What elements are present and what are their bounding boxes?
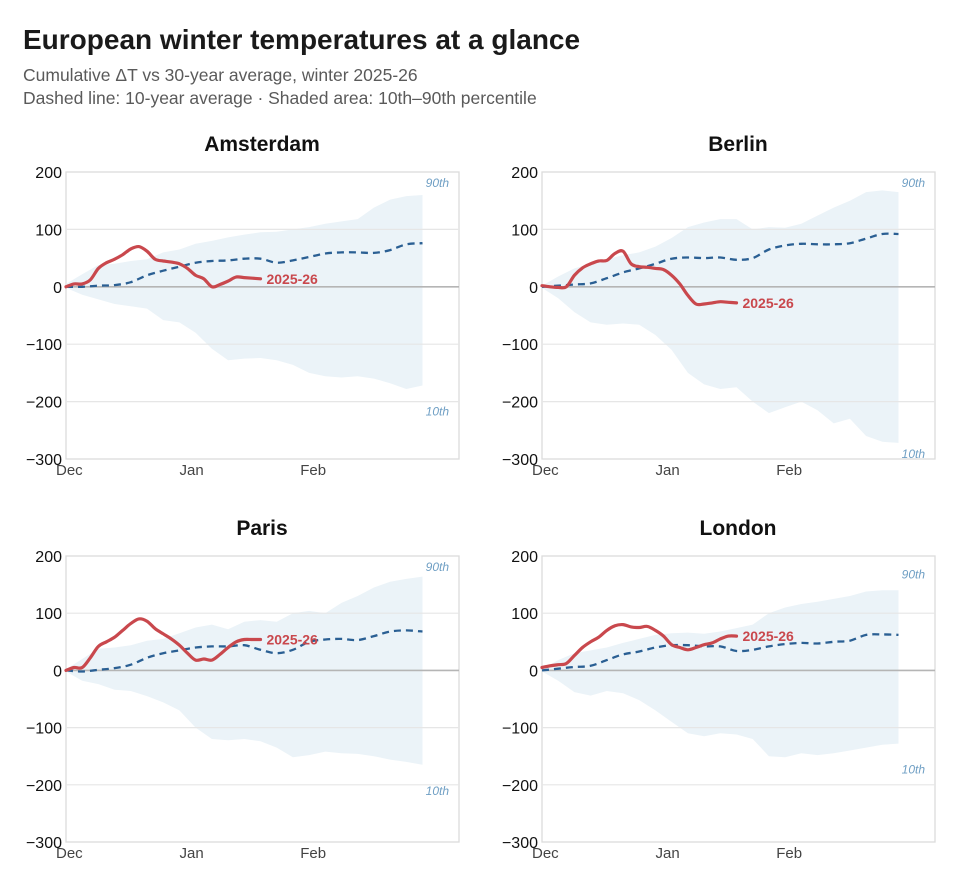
y-tick-label: −100: [502, 721, 538, 738]
ten-year-average-line: [65, 629, 423, 673]
y-tick-label: −300: [502, 835, 538, 852]
y-tick-label: −100: [502, 337, 538, 354]
y-tick-label: 0: [53, 280, 62, 297]
ten-year-average-line: [541, 232, 899, 288]
x-tick-label: Feb: [776, 462, 802, 479]
y-tick-label: 200: [35, 165, 62, 182]
p10-label: 10th: [426, 784, 450, 798]
x-tick-label: Feb: [300, 462, 326, 479]
percentile-band: [66, 195, 423, 389]
current-season-line: [540, 249, 739, 307]
y-tick-label: −300: [502, 452, 538, 469]
p90-label: 90th: [902, 567, 926, 581]
series-label: 2025-26: [266, 271, 318, 287]
p90-label: 90th: [426, 176, 450, 190]
panel-title: Paris: [236, 517, 287, 540]
y-tick-label: 100: [511, 222, 538, 239]
panel-title: Berlin: [708, 133, 768, 156]
ten-year-average-line: [541, 633, 899, 672]
p10-label: 10th: [426, 405, 450, 419]
series-label: 2025-26: [742, 295, 794, 311]
x-tick-label: Jan: [180, 462, 204, 479]
y-tick-label: 200: [511, 549, 538, 566]
y-tick-label: 100: [35, 606, 62, 623]
subtitle-line-1: Cumulative ΔT vs 30-year average, winter…: [23, 65, 418, 85]
series-label: 2025-26: [266, 632, 318, 648]
x-tick-label: Jan: [180, 845, 204, 862]
series-label: 2025-26: [742, 628, 794, 644]
page-title: European winter temperatures at a glance: [23, 24, 581, 55]
subtitle-line-2: Dashed line: 10-year average · Shaded ar…: [23, 88, 537, 108]
y-tick-label: 0: [53, 663, 62, 680]
p90-label: 90th: [426, 560, 450, 574]
y-tick-label: −200: [26, 395, 62, 412]
current-season-line: [64, 617, 263, 672]
panel-title: Amsterdam: [204, 133, 320, 156]
x-tick-label: Dec: [532, 845, 559, 862]
p90-label: 90th: [902, 176, 926, 190]
p10-label: 10th: [902, 447, 926, 461]
y-tick-label: −200: [26, 778, 62, 795]
x-tick-label: Dec: [532, 462, 559, 479]
y-tick-label: −100: [26, 721, 62, 738]
x-tick-label: Dec: [56, 462, 83, 479]
percentile-band: [542, 190, 899, 443]
p10-label: 10th: [902, 763, 926, 777]
y-tick-label: −100: [26, 337, 62, 354]
y-tick-label: −200: [502, 778, 538, 795]
current-season-line: [64, 244, 263, 289]
y-tick-label: −300: [26, 452, 62, 469]
y-tick-label: −200: [502, 395, 538, 412]
x-tick-label: Jan: [656, 462, 680, 479]
percentile-band: [542, 590, 899, 758]
ten-year-average-line: [65, 242, 423, 289]
y-tick-label: 200: [35, 549, 62, 566]
x-tick-label: Jan: [656, 845, 680, 862]
current-season-line: [540, 622, 739, 670]
x-tick-label: Feb: [300, 845, 326, 862]
x-tick-label: Dec: [56, 845, 83, 862]
y-tick-label: 0: [529, 663, 538, 680]
x-tick-label: Feb: [776, 845, 802, 862]
y-tick-label: 0: [529, 280, 538, 297]
panel-title: London: [700, 517, 777, 540]
y-tick-label: 100: [35, 222, 62, 239]
page-subtitle: Cumulative ΔT vs 30-year average, winter…: [23, 64, 537, 110]
y-tick-label: 100: [511, 606, 538, 623]
y-tick-label: −300: [26, 835, 62, 852]
y-tick-label: 200: [511, 165, 538, 182]
